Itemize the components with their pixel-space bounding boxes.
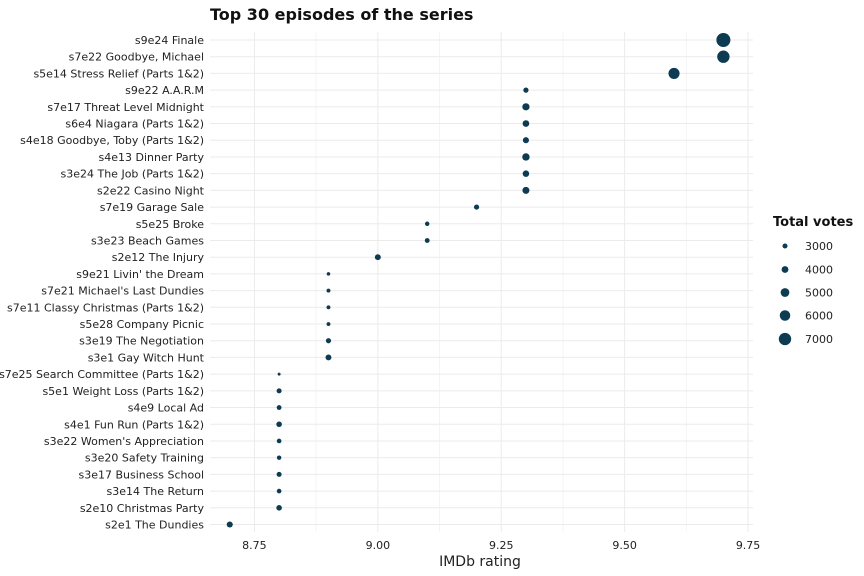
y-tick-label: s7e25 Search Committee (Parts 1&2): [0, 368, 204, 381]
data-point: [522, 103, 530, 111]
legend-key: [778, 332, 792, 346]
data-point: [276, 455, 282, 460]
data-point: [522, 137, 529, 144]
legend-label: 5000: [805, 287, 833, 300]
grid: [210, 32, 753, 532]
data-point: [325, 354, 332, 361]
y-tick-label: s7e11 Classy Christmas (Parts 1&2): [7, 301, 204, 314]
data-point: [716, 32, 731, 48]
y-tick-label: s7e21 Michael's Last Dundies: [41, 285, 204, 298]
x-tick-label: 9.25: [489, 539, 514, 552]
y-tick-label: s2e22 Casino Night: [97, 184, 205, 197]
y-tick-label: s7e22 Goodbye, Michael: [69, 51, 204, 64]
data-point: [522, 186, 530, 194]
y-tick-label: s3e14 The Return: [107, 485, 204, 498]
legend-key: [779, 310, 791, 321]
x-tick-label: 9.00: [366, 539, 391, 552]
x-axis-tick-labels: 8.75 9.00 9.25 9.50 9.75: [242, 539, 760, 552]
y-tick-label: s5e28 Company Picnic: [80, 318, 204, 331]
data-point: [523, 87, 529, 93]
data-point: [717, 50, 730, 63]
data-point: [226, 521, 233, 528]
chart-title: Top 30 episodes of the series: [210, 5, 473, 24]
data-point: [276, 505, 282, 511]
x-tick-label: 8.75: [242, 539, 267, 552]
data-point: [522, 120, 530, 127]
legend-key: [780, 288, 790, 297]
data-point: [424, 238, 430, 243]
legend-label: 6000: [805, 310, 833, 323]
y-tick-label: s5e25 Broke: [136, 218, 205, 231]
legend-label: 7000: [805, 333, 833, 346]
y-axis-tick-labels: s9e24 Finale s7e22 Goodbye, Michael s5e14 …: [0, 34, 205, 532]
data-point: [473, 204, 480, 210]
data-point: [326, 305, 331, 310]
data-point: [276, 471, 282, 477]
x-tick-label: 9.50: [612, 539, 637, 552]
y-tick-label: s7e17 Threat Level Midnight: [47, 101, 204, 114]
y-tick-label: s3e22 Women's Appreciation: [44, 435, 204, 448]
y-tick-label: s3e17 Business School: [78, 468, 204, 481]
data-point: [424, 221, 430, 227]
legend-label: 4000: [805, 264, 833, 277]
legend: Total votes 3000 4000 5000 6000 7000: [773, 215, 853, 346]
y-tick-label: s5e14 Stress Relief (Parts 1&2): [33, 67, 204, 80]
y-tick-label: s2e12 The Injury: [112, 251, 205, 264]
y-tick-label: s4e18 Goodbye, Toby (Parts 1&2): [20, 134, 204, 147]
y-tick-label: s3e19 The Negotiation: [79, 335, 204, 348]
x-axis-label: IMDb rating: [439, 554, 521, 570]
y-tick-label: s7e19 Garage Sale: [100, 201, 205, 214]
data-point: [522, 153, 530, 161]
y-tick-label: s3e20 Safety Training: [85, 452, 204, 465]
data-points: [226, 32, 731, 528]
y-tick-label: s2e1 The Dundies: [105, 519, 204, 532]
y-tick-label: s9e24 Finale: [135, 34, 204, 47]
legend-key: [781, 266, 789, 273]
y-tick-label: s9e21 Livin' the Dream: [76, 268, 204, 281]
y-tick-label: s6e4 Niagara (Parts 1&2): [65, 118, 204, 131]
data-point: [326, 288, 331, 293]
y-tick-label: s4e9 Local Ad: [128, 402, 204, 415]
y-tick-label: s2e10 Christmas Party: [80, 502, 205, 515]
data-point: [276, 388, 282, 394]
data-point: [325, 338, 332, 344]
data-point: [276, 421, 282, 428]
y-tick-label: s5e1 Weight Loss (Parts 1&2): [42, 385, 204, 398]
y-tick-label: s9e22 A.A.R.M: [125, 84, 204, 97]
y-tick-label: s3e24 The Job (Parts 1&2): [61, 168, 205, 181]
data-point: [277, 372, 281, 376]
y-tick-label: s4e1 Fun Run (Parts 1&2): [64, 418, 204, 431]
y-tick-label: s3e23 Beach Games: [91, 234, 204, 247]
data-point: [374, 254, 381, 261]
data-point: [668, 67, 680, 79]
data-point: [276, 488, 282, 494]
legend-label: 3000: [805, 240, 833, 253]
data-point: [276, 405, 282, 410]
legend-title: Total votes: [773, 215, 853, 230]
y-tick-label: s4e13 Dinner Party: [99, 151, 205, 164]
x-tick-label: 9.75: [736, 539, 761, 552]
data-point: [326, 272, 331, 276]
legend-key: [782, 243, 788, 249]
data-point: [326, 322, 331, 326]
y-tick-label: s3e1 Gay Witch Hunt: [88, 351, 205, 364]
data-point: [276, 438, 282, 444]
data-point: [522, 170, 530, 177]
